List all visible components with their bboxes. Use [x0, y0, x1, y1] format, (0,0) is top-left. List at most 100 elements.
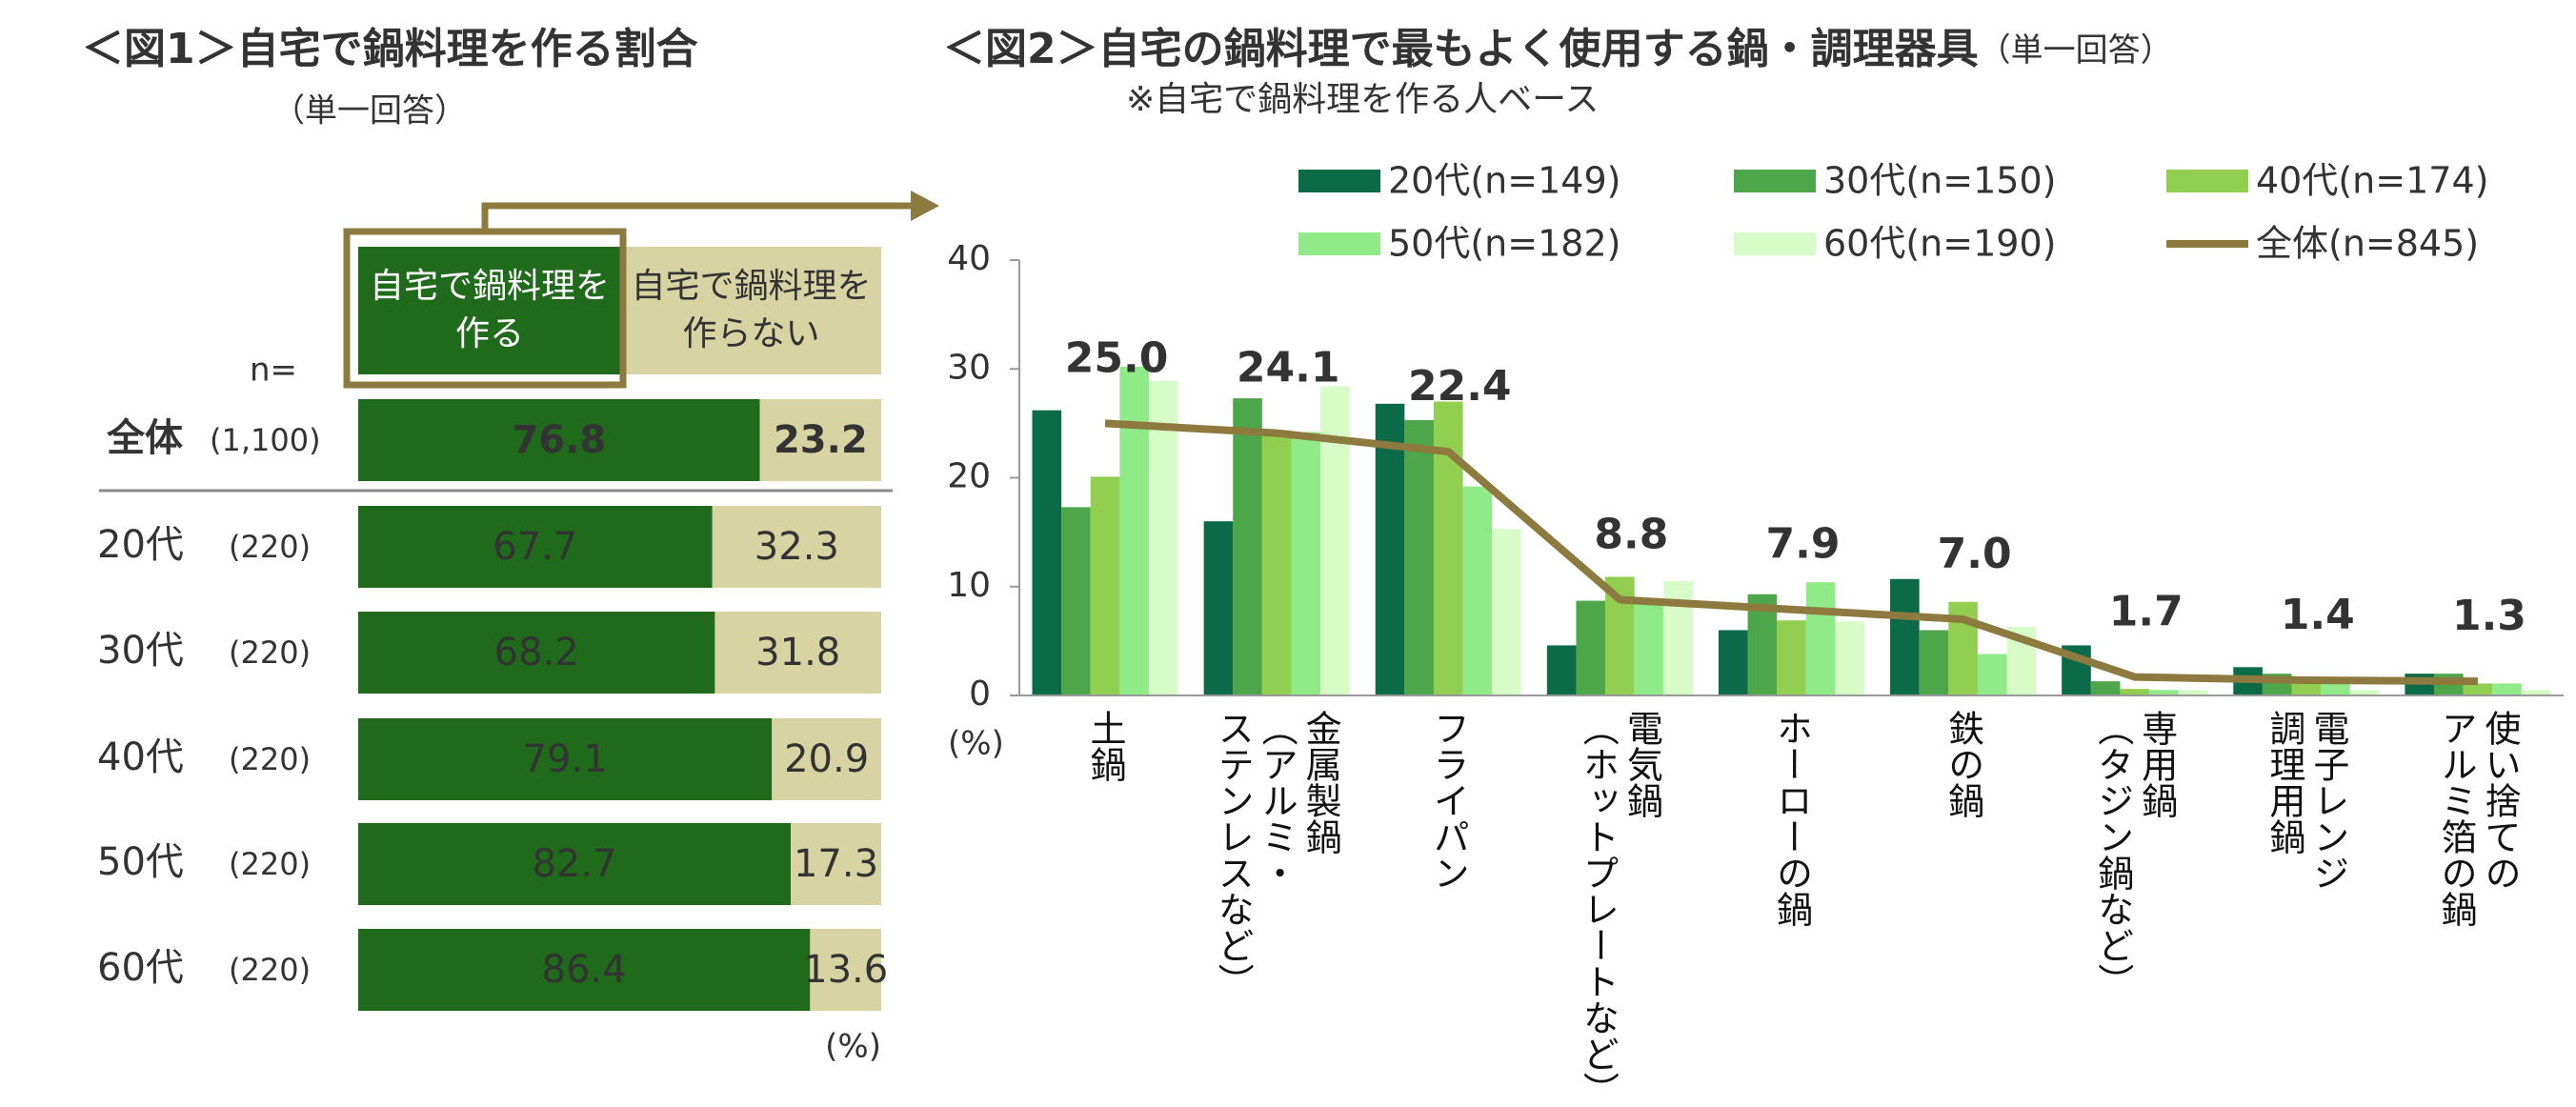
data-label: 25.0 [1065, 333, 1169, 382]
data-label: 79.1 [523, 737, 608, 781]
row-n: (1,100) [210, 422, 321, 458]
legend-label: 全体(n=845) [2256, 223, 2479, 265]
data-label: 17.3 [794, 842, 878, 886]
x-tick-label: ホーローの鍋 [1770, 710, 1813, 927]
y-tick-label: 10 [947, 566, 991, 605]
bar [1320, 386, 1350, 695]
bar [1404, 419, 1434, 695]
x-tick-label: 鉄の鍋 [1942, 710, 1984, 818]
row-n: (220) [229, 846, 311, 882]
bar-segment [358, 718, 773, 800]
bar [1233, 398, 1262, 695]
chart-subtitle: （単一回答） [272, 92, 467, 131]
unit-label: (%) [948, 725, 1004, 763]
bar [1663, 581, 1693, 695]
legend-swatch [2166, 170, 2248, 192]
legend-swatch [1298, 232, 1380, 255]
chart-title: ＜図2＞自宅の鍋料理で最もよく使用する鍋・調理器具（単一回答） [943, 25, 2173, 73]
bar [1805, 582, 1836, 695]
bar [1890, 578, 1920, 695]
data-label: 1.3 [2452, 592, 2526, 640]
data-label: 82.7 [532, 842, 616, 886]
legend-label: 自宅で鍋料理を作る [369, 267, 610, 353]
bar [1977, 654, 2007, 695]
bar [1090, 476, 1120, 695]
row-label: 30代 [97, 629, 184, 673]
y-tick-label: 20 [947, 457, 991, 496]
bar [1492, 529, 1521, 695]
data-label: 68.2 [494, 631, 579, 674]
bar-segment [791, 823, 881, 905]
x-tick-label: 電子レンジ 調理用鍋 [2263, 710, 2349, 891]
data-label: 67.7 [493, 525, 577, 569]
chart-title: ＜図1＞自宅で鍋料理を作る割合 [82, 25, 698, 73]
legend-swatch [358, 247, 621, 374]
row-label: 60代 [97, 946, 184, 990]
row-n: (220) [229, 741, 311, 777]
n-label: n= [250, 352, 297, 390]
legend-label: 自宅で鍋料理を作らない [631, 267, 872, 353]
line [1104, 419, 2478, 686]
x-tick-label: 金属製鍋 （アルミ・ ステンレスなど） [1212, 710, 1342, 999]
data-label: 32.3 [755, 525, 839, 569]
data-label: 31.8 [755, 631, 840, 674]
data-label: 24.1 [1237, 344, 1340, 392]
bar [1032, 410, 1062, 695]
data-label: 1.7 [2109, 588, 2184, 636]
bar-segment [358, 612, 715, 694]
legend-label: 20代(n=149) [1388, 160, 1620, 202]
bar [2291, 683, 2322, 695]
bar [1375, 403, 1405, 695]
legend-label: 50代(n=182) [1388, 223, 1620, 265]
legend-label: 30代(n=150) [1823, 160, 2056, 202]
x-tick-label: 土鍋 [1084, 710, 1127, 782]
data-label: 7.9 [1766, 520, 1841, 569]
bar [1291, 432, 1321, 695]
legend-swatch [621, 247, 881, 374]
bar [1462, 486, 1493, 695]
arrow-line [481, 202, 915, 231]
x-tick-label: 電気鍋 （ホットプレートなど） [1577, 710, 1663, 1107]
bar [2492, 683, 2522, 695]
bar [1634, 599, 1664, 695]
bar-segment [714, 612, 881, 694]
legend-label: 60代(n=190) [1823, 223, 2056, 265]
chart-subtitle: ※自宅で鍋料理を作る人ベース [1126, 80, 1599, 119]
bar-segment [759, 399, 881, 481]
data-label: 1.4 [2281, 591, 2355, 639]
bar [1546, 645, 1577, 695]
bar-segment [712, 506, 881, 588]
data-label: 76.8 [512, 418, 606, 462]
bar [1718, 630, 1748, 695]
data-label: 7.0 [1938, 530, 2012, 578]
row-label: 50代 [97, 840, 184, 884]
data-label: 20.9 [784, 737, 869, 781]
bar [1203, 521, 1234, 695]
x-tick-label: フライパン [1427, 710, 1470, 891]
bar-segment [810, 929, 881, 1011]
x-tick-label: 使い捨ての アルミ箔の鍋 [2434, 710, 2521, 927]
title-note: （単一回答） [1979, 31, 2173, 70]
legend-label: 40代(n=174) [2256, 160, 2488, 202]
row-n: (220) [229, 634, 311, 671]
bar [1433, 401, 1463, 695]
arrow-head [911, 191, 939, 221]
title-main: ＜図2＞自宅の鍋料理で最もよく使用する鍋・調理器具 [943, 25, 1979, 73]
row-label: 20代 [97, 523, 184, 567]
row-n: (220) [229, 529, 311, 565]
y-tick-label: 40 [947, 239, 991, 278]
bar [2521, 690, 2551, 695]
bar [2120, 689, 2150, 695]
bar [1119, 366, 1149, 695]
bar [1919, 630, 1949, 695]
y-tick-label: 30 [947, 348, 991, 387]
data-label: 8.8 [1594, 510, 1668, 558]
legend-swatch [1298, 170, 1380, 192]
data-label: 22.4 [1408, 362, 1512, 411]
bar-segment [358, 823, 792, 905]
bar [2090, 681, 2121, 695]
bar-segment [772, 718, 881, 800]
data-label: 86.4 [542, 948, 627, 992]
